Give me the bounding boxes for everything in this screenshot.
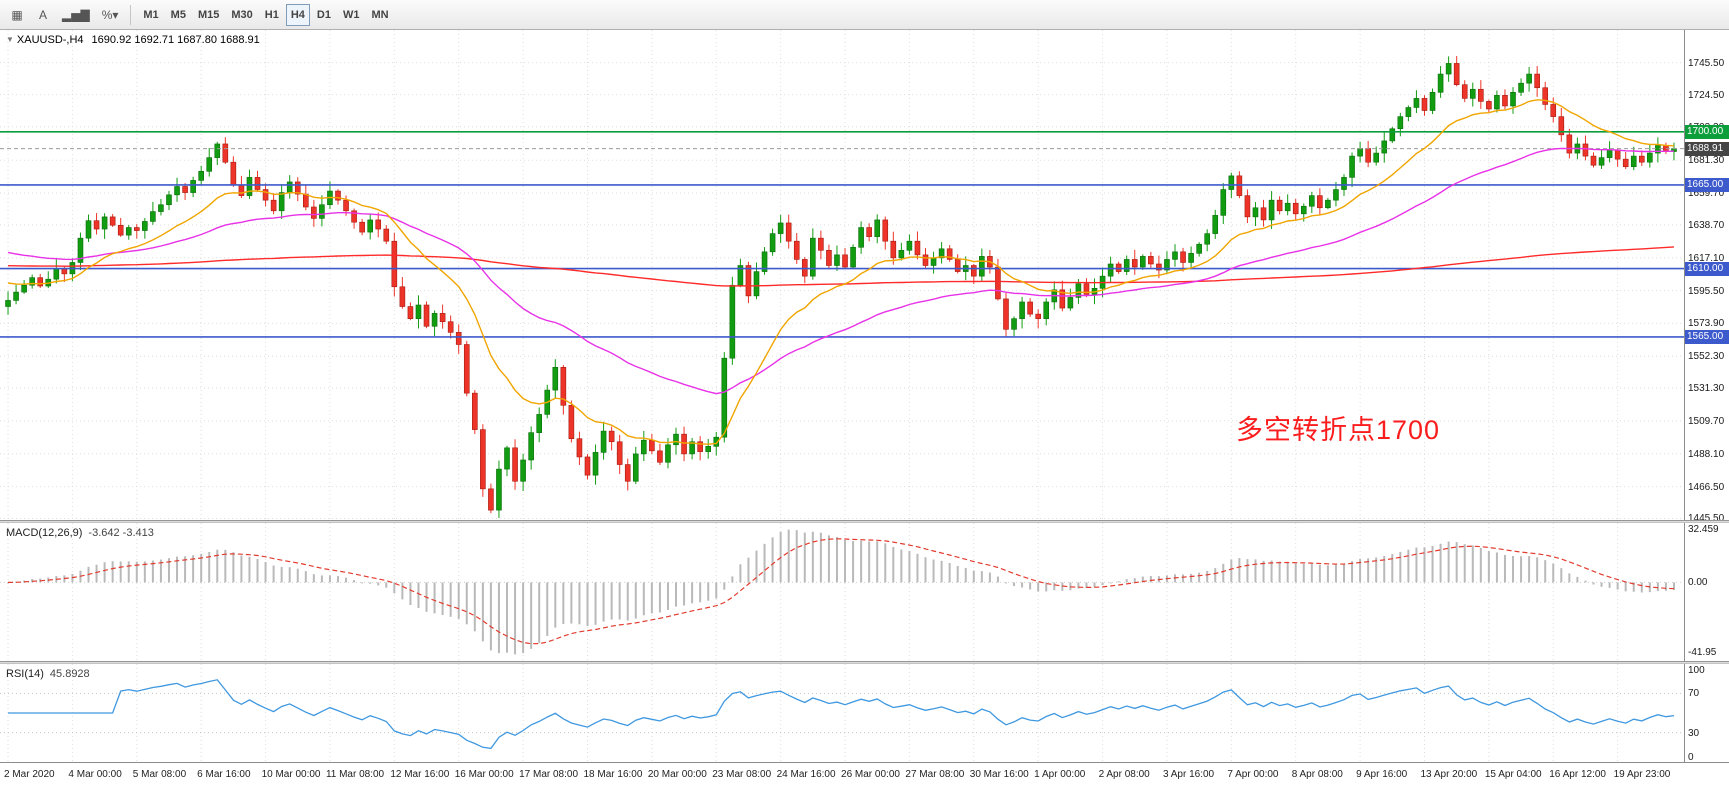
timeframe-h1-button[interactable]: H1 [260, 4, 284, 26]
rsi-value: 45.8928 [49, 668, 90, 680]
time-axis-label: 5 Mar 08:00 [132, 769, 187, 780]
time-axis-label: 23 Mar 08:00 [712, 769, 772, 780]
price-tick-label: 1488.10 [1688, 448, 1725, 460]
time-axis-label: 24 Mar 16:00 [776, 769, 836, 780]
price-tick-label: 1659.70 [1688, 188, 1725, 200]
ma-fast-line [7, 99, 1675, 445]
time-axis-label: 7 Apr 00:00 [1227, 769, 1279, 780]
price-tick-label: 1617.10 [1688, 252, 1725, 264]
timeframe-m15-button[interactable]: M15 [193, 4, 224, 26]
time-axis-label: 6 Mar 16:00 [197, 769, 251, 780]
rsi-tick-label: 70 [1688, 688, 1700, 700]
macd-name: MACD(12,26,9) [6, 527, 83, 539]
price-tick-label: 1745.50 [1688, 57, 1725, 69]
price-tick-label: 1466.50 [1688, 481, 1725, 493]
chart-window: ▼ XAUUSD-,H4 1690.92 1692.71 1687.80 1688.… [0, 30, 1729, 791]
bid-price-label: 1688.91 [1685, 141, 1729, 156]
time-axis-label: 12 Mar 16:00 [390, 769, 450, 780]
time-axis-label: 8 Apr 08:00 [1291, 769, 1343, 780]
rsi-axis: 100 70 30 0 [1684, 664, 1729, 763]
macd-values: -3.642 -3.413 [88, 527, 154, 539]
price-tick-label: 1595.50 [1688, 285, 1725, 297]
time-axis-label: 16 Apr 12:00 [1549, 769, 1606, 780]
time-axis-label: 26 Mar 00:00 [841, 769, 900, 780]
indicator-grid-icon[interactable]: ▦ [5, 4, 29, 26]
price-tick-label: 1638.70 [1688, 219, 1725, 231]
price-tick-label: 1445.50 [1688, 513, 1725, 525]
timeframe-m1-button[interactable]: M1 [138, 4, 163, 26]
horizontal-level-lines[interactable] [0, 130, 1684, 338]
time-axis-label: 10 Mar 00:00 [261, 769, 321, 780]
chart-dropdown-icon[interactable]: ▼ [6, 35, 14, 44]
toolbar-icon-group: ▦ A ▂▅▇ %▾ [4, 4, 124, 26]
time-axis-label: 2 Apr 08:00 [1098, 769, 1150, 780]
rsi-tick-label: 30 [1688, 727, 1700, 739]
time-axis-label: 19 Apr 23:00 [1613, 769, 1671, 780]
zoom-percent-dropdown[interactable]: %▾ [97, 4, 124, 26]
time-axis-label: 30 Mar 16:00 [969, 769, 1029, 780]
price-tick-label: 1573.90 [1688, 318, 1725, 330]
price-chart-canvas[interactable] [0, 30, 1684, 520]
candlesticks [5, 56, 1677, 518]
level-price-label: 1565.00 [1685, 329, 1729, 344]
toolbar-separator [130, 4, 132, 25]
toolbar: ▦ A ▂▅▇ %▾ M1 M5 M15 M30 H1 H4 D1 W1 MN [0, 0, 1729, 30]
timeframe-mn-button[interactable]: MN [366, 4, 393, 26]
level-price-label: 1610.00 [1685, 261, 1729, 276]
price-tick-label: 1681.30 [1688, 155, 1725, 167]
rsi-name: RSI(14) [6, 668, 44, 680]
rsi-line [8, 679, 1675, 750]
time-axis-label: 2 Mar 2020 [4, 769, 55, 780]
timeframe-d1-button[interactable]: D1 [312, 4, 336, 26]
timeframe-m5-button[interactable]: M5 [166, 4, 191, 26]
macd-signal-line [7, 538, 1675, 645]
time-axis-label: 11 Mar 08:00 [325, 769, 385, 780]
ma-medium-line [7, 147, 1675, 395]
chart-type-icon[interactable]: ▂▅▇ [57, 4, 95, 26]
timeframe-h4-button[interactable]: H4 [285, 3, 310, 26]
macd-indicator-label: MACD(12,26,9) -3.642 -3.413 [6, 527, 154, 539]
time-axis-label: 16 Mar 00:00 [454, 769, 514, 780]
rsi-indicator-label: RSI(14) 45.8928 [6, 668, 90, 680]
time-axis-label: 15 Apr 04:00 [1484, 769, 1542, 780]
macd-histogram [7, 529, 1675, 655]
timeframe-button-group: M1 M5 M15 M30 H1 H4 D1 W1 MN [137, 3, 394, 26]
chart-header: ▼ XAUUSD-,H4 1690.92 1692.71 1687.80 1688.… [6, 34, 260, 46]
time-axis-label: 9 Apr 16:00 [1356, 769, 1408, 780]
panel-splitter[interactable] [0, 661, 1729, 664]
time-axis-label: 3 Apr 16:00 [1162, 769, 1215, 780]
ma-slow-line [7, 246, 1675, 287]
price-tick-label: 1552.30 [1688, 351, 1725, 363]
time-axis-label: 18 Mar 16:00 [583, 769, 643, 780]
price-tick-label: 1724.50 [1688, 89, 1725, 101]
time-axis-label: 20 Mar 00:00 [647, 769, 707, 780]
time-axis-label: 13 Apr 20:00 [1420, 769, 1478, 780]
text-tool-icon[interactable]: A [31, 4, 55, 26]
timeframe-m30-button[interactable]: M30 [226, 4, 257, 26]
price-tick-label: 1531.30 [1688, 383, 1725, 395]
macd-tick-label: 0.00 [1688, 577, 1708, 589]
price-tick-label: 1509.70 [1688, 415, 1725, 427]
time-axis-label: 4 Mar 00:00 [68, 769, 122, 780]
timeframe-w1-button[interactable]: W1 [338, 4, 365, 26]
time-axis-label: 17 Mar 08:00 [519, 769, 579, 780]
price-axis[interactable]: 1745.501724.501703.301681.301659.701638.… [1684, 30, 1729, 524]
time-axis[interactable]: 2 Mar 2020 4 Mar 00:00 5 Mar 08:00 6 Mar 16… [0, 762, 1729, 791]
time-axis-label: 1 Apr 00:00 [1034, 769, 1086, 780]
rsi-tick-label: 0 [1688, 752, 1694, 763]
panel-splitter[interactable] [0, 520, 1729, 523]
macd-tick-label: 32.459 [1688, 524, 1719, 535]
rsi-panel-canvas[interactable] [0, 664, 1684, 762]
chart-annotation: 多空转折点1700 [1236, 415, 1441, 445]
symbol-period-label: XAUUSD-,H4 [16, 34, 84, 46]
macd-panel-canvas[interactable] [0, 523, 1684, 661]
macd-tick-label: -41.95 [1688, 646, 1717, 658]
level-price-label: 1665.00 [1685, 177, 1729, 192]
ohlc-readout: 1690.92 1692.71 1687.80 1688.91 [91, 34, 260, 46]
rsi-tick-label: 100 [1688, 665, 1705, 676]
macd-axis: 32.459 0.00 -41.95 [1684, 523, 1729, 661]
time-axis-label: 27 Mar 08:00 [905, 769, 965, 780]
level-price-label: 1700.00 [1685, 124, 1729, 139]
